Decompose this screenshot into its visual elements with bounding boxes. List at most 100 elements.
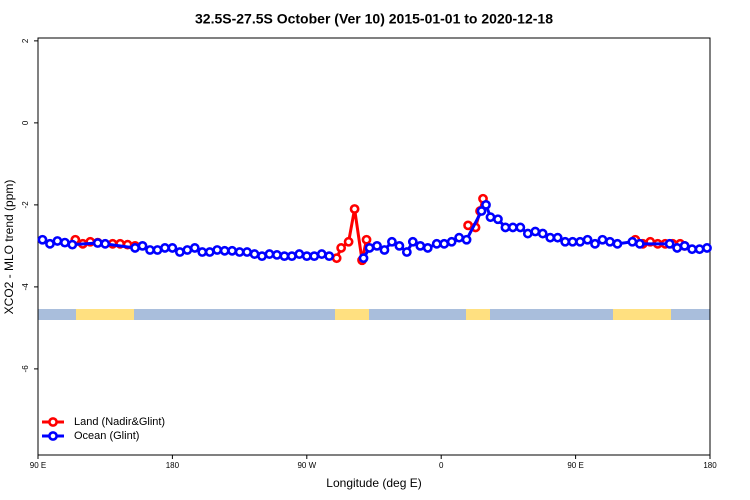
data-point bbox=[612, 238, 623, 249]
legend-marker bbox=[48, 431, 58, 441]
data-point bbox=[431, 238, 442, 249]
data-point bbox=[204, 247, 215, 257]
data-point bbox=[309, 251, 320, 262]
data-point bbox=[294, 249, 305, 259]
data-point bbox=[605, 236, 615, 247]
data-point bbox=[401, 247, 412, 257]
data-point bbox=[507, 222, 518, 233]
legend-label: Land (Nadir&Glint) bbox=[74, 416, 165, 428]
data-point bbox=[197, 247, 208, 257]
data-point bbox=[463, 220, 473, 231]
data-point bbox=[227, 245, 238, 256]
data-point bbox=[242, 247, 252, 257]
data-point bbox=[415, 240, 426, 251]
data-point bbox=[481, 199, 491, 210]
data-point bbox=[343, 236, 354, 247]
data-point bbox=[67, 239, 78, 250]
data-point bbox=[407, 236, 418, 247]
data-point bbox=[167, 243, 178, 253]
data-point bbox=[212, 245, 223, 255]
data-point bbox=[257, 251, 267, 262]
data-point bbox=[590, 238, 600, 249]
data-point bbox=[461, 234, 472, 245]
data-point bbox=[52, 236, 63, 246]
data-point bbox=[137, 240, 148, 251]
data-point bbox=[560, 236, 571, 247]
data-point bbox=[545, 232, 556, 243]
data-point bbox=[634, 238, 645, 249]
data-point bbox=[522, 228, 533, 239]
x-tick-label: 90 W bbox=[297, 461, 316, 470]
data-point bbox=[597, 234, 608, 245]
data-point bbox=[59, 237, 70, 248]
legend-label: Ocean (Glint) bbox=[74, 430, 139, 442]
data-point bbox=[679, 240, 690, 251]
data-point bbox=[331, 253, 342, 264]
chart-title: 32.5S-27.5S October (Ver 10) 2015-01-01 … bbox=[195, 11, 553, 27]
data-point bbox=[234, 247, 245, 257]
data-point bbox=[336, 243, 347, 253]
data-point bbox=[272, 250, 282, 260]
data-point bbox=[364, 243, 375, 253]
data-point bbox=[316, 249, 327, 259]
y-tick-label: 2 bbox=[21, 38, 30, 43]
data-point bbox=[394, 240, 405, 251]
data-point bbox=[361, 234, 372, 245]
x-tick-label: 0 bbox=[439, 461, 444, 470]
data-point bbox=[174, 247, 185, 257]
data-point bbox=[100, 238, 111, 249]
data-point bbox=[664, 238, 675, 249]
data-point bbox=[694, 244, 705, 255]
data-point bbox=[552, 232, 563, 243]
data-point bbox=[476, 206, 487, 216]
data-point bbox=[301, 251, 312, 262]
data-point bbox=[702, 243, 712, 253]
data-point bbox=[219, 245, 230, 256]
data-point bbox=[45, 238, 55, 249]
data-point bbox=[500, 222, 511, 233]
data-point bbox=[37, 234, 48, 245]
data-point bbox=[575, 236, 585, 247]
data-point bbox=[422, 243, 433, 253]
data-point bbox=[372, 240, 382, 251]
x-tick-label: 90 E bbox=[567, 461, 583, 470]
data-point bbox=[582, 234, 593, 245]
data-point bbox=[130, 243, 140, 253]
data-point bbox=[264, 249, 275, 259]
data-point bbox=[92, 238, 103, 248]
data-point bbox=[152, 245, 163, 255]
data-point bbox=[485, 212, 496, 223]
data-point bbox=[672, 243, 683, 253]
y-tick-label: -6 bbox=[21, 365, 30, 373]
land-ocean-strip bbox=[38, 309, 710, 320]
data-point bbox=[358, 253, 369, 264]
y-tick-label: -4 bbox=[21, 283, 30, 291]
y-axis-label: XCO2 - MLO trend (ppm) bbox=[2, 180, 16, 315]
data-point bbox=[493, 214, 503, 225]
x-tick-label: 90 E bbox=[30, 461, 46, 470]
data-point bbox=[446, 236, 457, 247]
data-point bbox=[349, 204, 360, 214]
data-point bbox=[387, 236, 397, 247]
data-point bbox=[189, 243, 200, 253]
data-point bbox=[182, 245, 193, 255]
data-point bbox=[567, 236, 578, 247]
data-point bbox=[379, 245, 390, 255]
data-point bbox=[627, 236, 638, 247]
data-point bbox=[454, 232, 465, 243]
y-tick-label: -2 bbox=[21, 201, 30, 209]
x-tick-label: 180 bbox=[166, 461, 180, 470]
data-point bbox=[537, 228, 548, 239]
data-point bbox=[249, 249, 260, 259]
data-point bbox=[160, 243, 170, 253]
data-point bbox=[530, 226, 541, 237]
legend-marker bbox=[48, 417, 58, 427]
x-tick-label: 180 bbox=[703, 461, 717, 470]
data-point bbox=[286, 251, 297, 262]
y-tick-label: 0 bbox=[21, 120, 30, 125]
data-point bbox=[324, 251, 335, 262]
data-point bbox=[145, 245, 155, 255]
data-point bbox=[687, 244, 697, 255]
data-point bbox=[515, 222, 526, 233]
